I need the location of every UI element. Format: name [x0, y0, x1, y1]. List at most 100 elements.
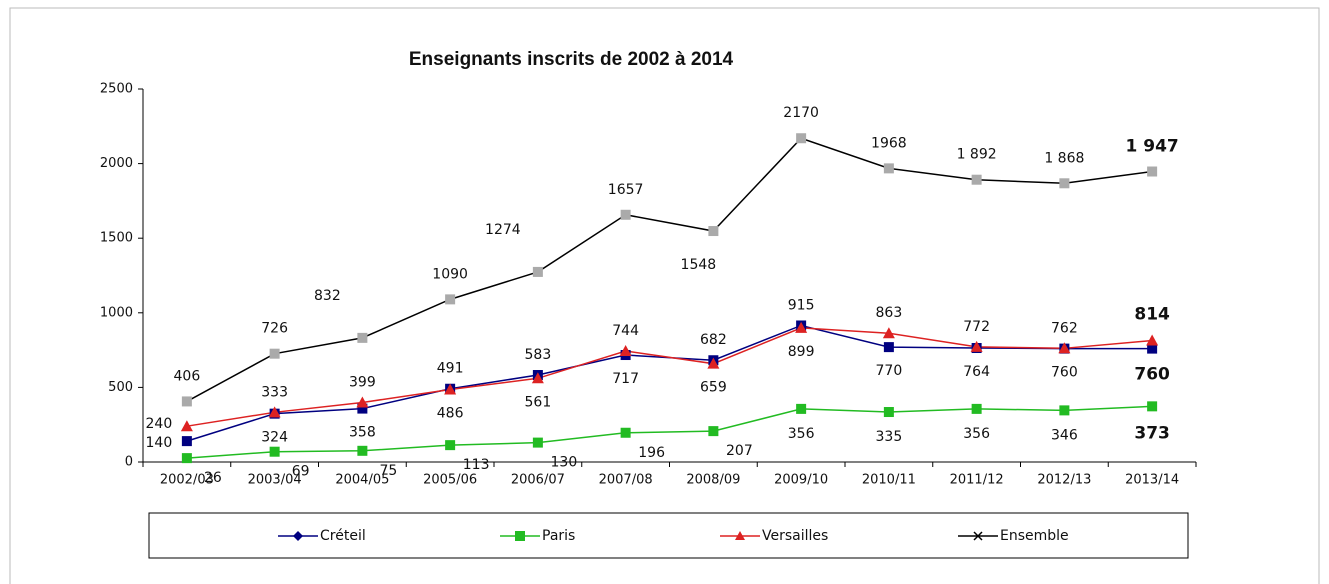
data-label: 333 [261, 384, 288, 400]
point [1059, 178, 1070, 189]
data-label: 760 [1134, 365, 1170, 385]
point [357, 445, 368, 456]
data-label: 140 [146, 435, 173, 451]
point [357, 332, 368, 343]
x-tick-label: 2009/10 [774, 473, 828, 488]
data-label: 744 [612, 323, 639, 339]
data-label: 762 [1051, 320, 1078, 336]
data-label: 196 [638, 445, 665, 461]
legend-marker [515, 531, 525, 541]
data-label: 69 [292, 464, 310, 480]
legend-label: Versailles [762, 528, 828, 544]
x-tick-label: 2007/08 [599, 473, 653, 488]
x-tick-label: 2012/13 [1037, 473, 1091, 488]
y-tick-label: 0 [125, 455, 133, 470]
point [269, 348, 280, 359]
y-tick-label: 1500 [100, 231, 133, 246]
data-label: 583 [525, 347, 552, 363]
point [620, 209, 631, 220]
point [795, 321, 808, 333]
data-label: 75 [379, 463, 397, 479]
point [883, 342, 894, 353]
legend-marker [973, 531, 983, 541]
y-tick-label: 2500 [100, 82, 133, 97]
point [181, 436, 192, 447]
point [1058, 342, 1071, 354]
x-tick-label: 2006/07 [511, 473, 565, 488]
point [707, 357, 720, 369]
data-label: 682 [700, 332, 727, 348]
data-label: 760 [1051, 365, 1078, 381]
point [971, 403, 982, 414]
point [883, 163, 894, 174]
data-label: 491 [437, 361, 464, 377]
data-label: 335 [876, 429, 903, 445]
point [444, 383, 457, 395]
point [796, 133, 807, 144]
point [970, 340, 983, 352]
data-label: 324 [261, 430, 288, 446]
data-label: 130 [551, 455, 578, 471]
legend-label: Créteil [320, 528, 366, 544]
data-label: 486 [437, 405, 464, 421]
series-line [186, 137, 1153, 403]
x-tick-label: 2004/05 [335, 473, 389, 488]
point [1059, 405, 1070, 416]
point [1146, 334, 1159, 346]
point [445, 294, 456, 305]
data-label: 358 [349, 425, 376, 441]
point [708, 226, 719, 237]
point [1147, 401, 1158, 412]
data-label: 899 [788, 344, 815, 360]
x-tick-label: 2003/04 [248, 473, 302, 488]
data-label: 240 [146, 416, 173, 432]
data-label: 406 [174, 368, 201, 384]
data-label: 1657 [608, 182, 644, 198]
data-label: 717 [612, 371, 639, 387]
chart-border [9, 7, 1320, 584]
data-label: 1968 [871, 135, 907, 151]
point [882, 327, 895, 339]
point [181, 453, 192, 464]
x-tick-label: 2011/12 [950, 473, 1004, 488]
point [620, 427, 631, 438]
point [1147, 166, 1158, 177]
point [531, 372, 544, 384]
data-label: 356 [788, 426, 815, 442]
data-label: 346 [1051, 427, 1078, 443]
point [796, 403, 807, 414]
data-label: 764 [963, 364, 990, 380]
point [445, 440, 456, 451]
point [356, 396, 369, 408]
data-label: 915 [788, 297, 815, 313]
point [883, 407, 894, 418]
data-label: 561 [525, 394, 552, 410]
series-line [186, 327, 1153, 427]
data-label: 356 [963, 426, 990, 442]
data-label: 1 868 [1044, 150, 1084, 166]
point [269, 446, 280, 457]
series-line [186, 405, 1153, 459]
legend-marker [293, 531, 303, 541]
data-label: 832 [314, 288, 341, 304]
data-label: 373 [1134, 423, 1170, 443]
data-label: 863 [876, 305, 903, 321]
point [708, 426, 719, 437]
data-label: 1090 [432, 266, 468, 282]
data-label: 1 947 [1126, 137, 1179, 157]
data-label: 726 [261, 321, 288, 337]
x-tick-label: 2008/09 [686, 473, 740, 488]
data-label: 1 892 [957, 147, 997, 163]
point [971, 174, 982, 185]
x-tick-label: 2002/03 [160, 473, 214, 488]
point [180, 420, 193, 432]
x-tick-label: 2013/14 [1125, 473, 1179, 488]
data-label: 1548 [681, 257, 717, 273]
data-label: 113 [463, 457, 490, 473]
y-tick-label: 1000 [100, 305, 133, 320]
data-label: 770 [876, 363, 903, 379]
point [268, 406, 281, 418]
data-label: 814 [1134, 305, 1170, 325]
legend-box [148, 512, 1189, 559]
